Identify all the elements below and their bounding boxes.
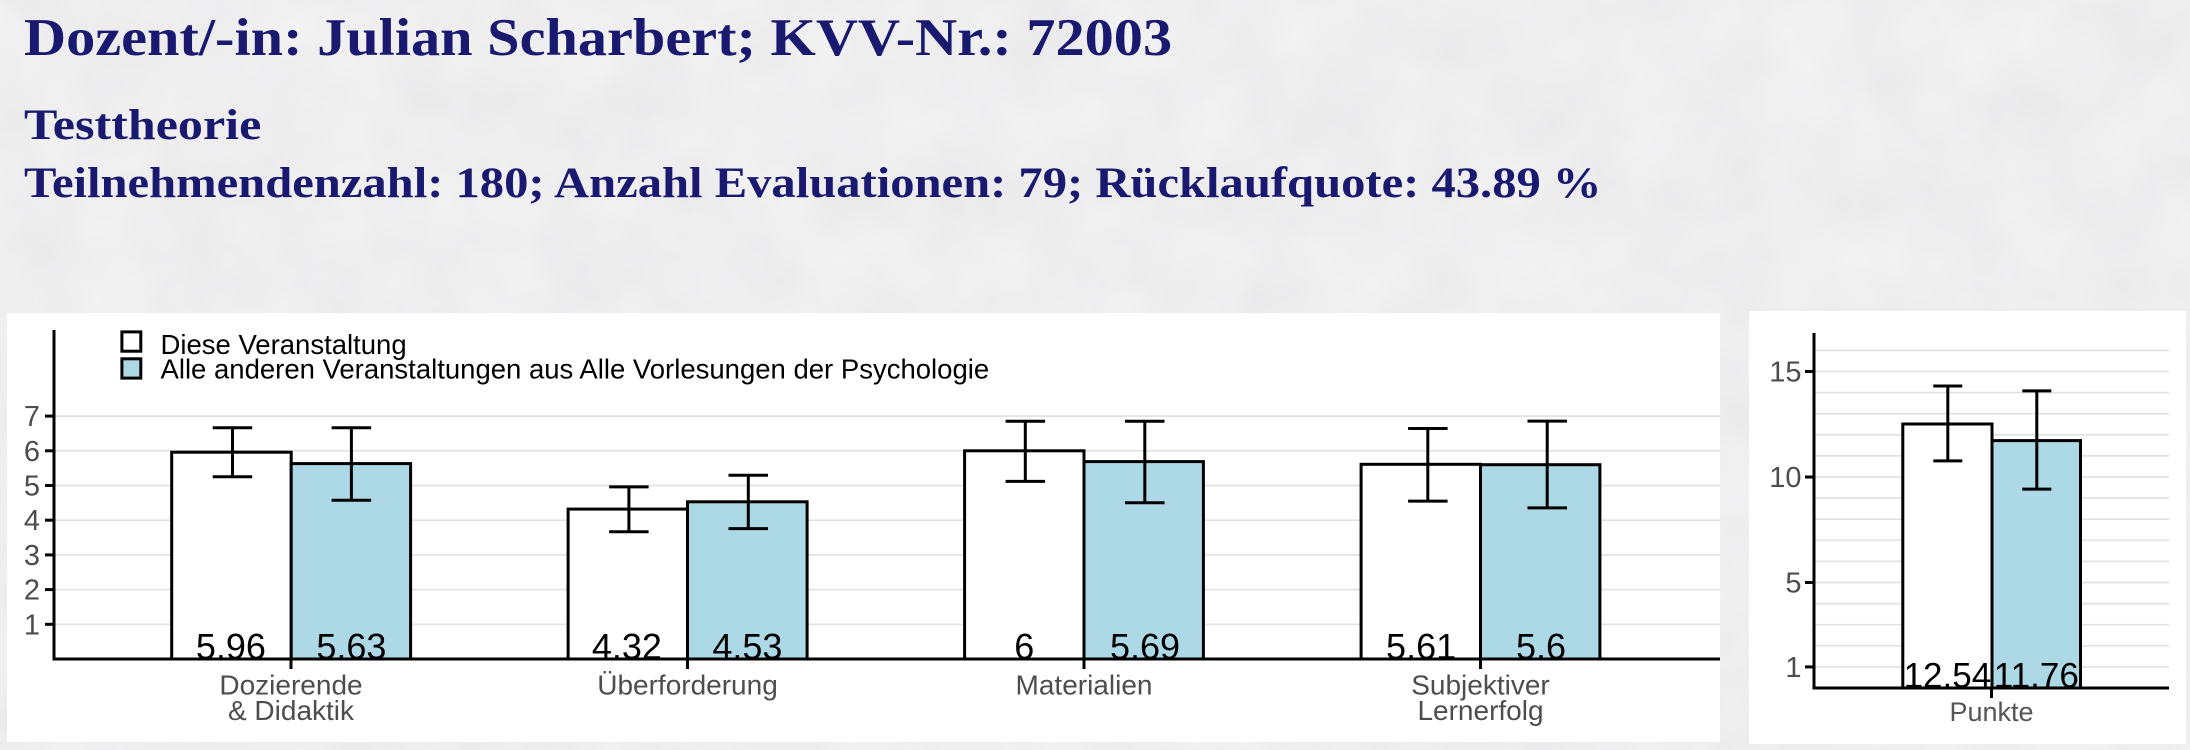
svg-text:Alle anderen Veranstaltungen a: Alle anderen Veranstaltungen aus Alle Vo… bbox=[161, 354, 990, 385]
svg-text:1: 1 bbox=[24, 609, 40, 641]
svg-text:Punkte: Punkte bbox=[1949, 697, 2033, 727]
svg-text:4.32: 4.32 bbox=[592, 626, 662, 667]
svg-text:6: 6 bbox=[24, 436, 40, 468]
svg-text:1: 1 bbox=[1785, 652, 1801, 684]
svg-text:11.76: 11.76 bbox=[1994, 657, 2079, 696]
svg-text:10: 10 bbox=[1769, 462, 1801, 494]
svg-text:5.69: 5.69 bbox=[1110, 626, 1180, 667]
svg-text:Diese Veranstaltung: Diese Veranstaltung bbox=[161, 329, 407, 360]
svg-text:4.53: 4.53 bbox=[712, 626, 782, 667]
svg-text:5: 5 bbox=[1785, 568, 1801, 600]
svg-text:Dozierende: Dozierende bbox=[219, 670, 362, 701]
svg-text:2: 2 bbox=[24, 575, 40, 607]
svg-text:12.54: 12.54 bbox=[1904, 657, 1992, 696]
svg-text:Subjektiver: Subjektiver bbox=[1411, 670, 1550, 701]
svg-text:3: 3 bbox=[24, 540, 40, 572]
svg-text:4: 4 bbox=[24, 505, 40, 537]
svg-text:15: 15 bbox=[1769, 357, 1801, 389]
svg-text:5.96: 5.96 bbox=[196, 626, 266, 667]
svg-text:5.63: 5.63 bbox=[316, 626, 386, 667]
svg-text:Materialien: Materialien bbox=[1016, 670, 1153, 701]
svg-text:Überforderung: Überforderung bbox=[597, 670, 778, 701]
svg-text:& Didaktik: & Didaktik bbox=[228, 695, 355, 726]
svg-text:5: 5 bbox=[24, 471, 40, 503]
svg-text:Lernerfolg: Lernerfolg bbox=[1417, 695, 1543, 726]
svg-text:5.61: 5.61 bbox=[1386, 626, 1456, 667]
svg-text:7: 7 bbox=[24, 401, 40, 433]
svg-text:5.6: 5.6 bbox=[1516, 626, 1566, 667]
svg-text:6: 6 bbox=[1014, 626, 1034, 667]
